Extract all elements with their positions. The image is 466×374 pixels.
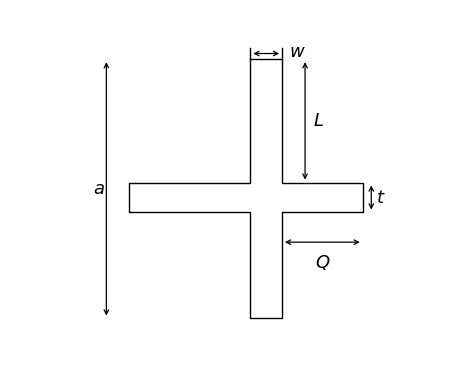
Text: a: a xyxy=(94,180,105,198)
Text: w: w xyxy=(289,43,304,61)
Text: Q: Q xyxy=(315,254,329,272)
Text: L: L xyxy=(314,112,324,130)
Text: t: t xyxy=(377,188,384,206)
